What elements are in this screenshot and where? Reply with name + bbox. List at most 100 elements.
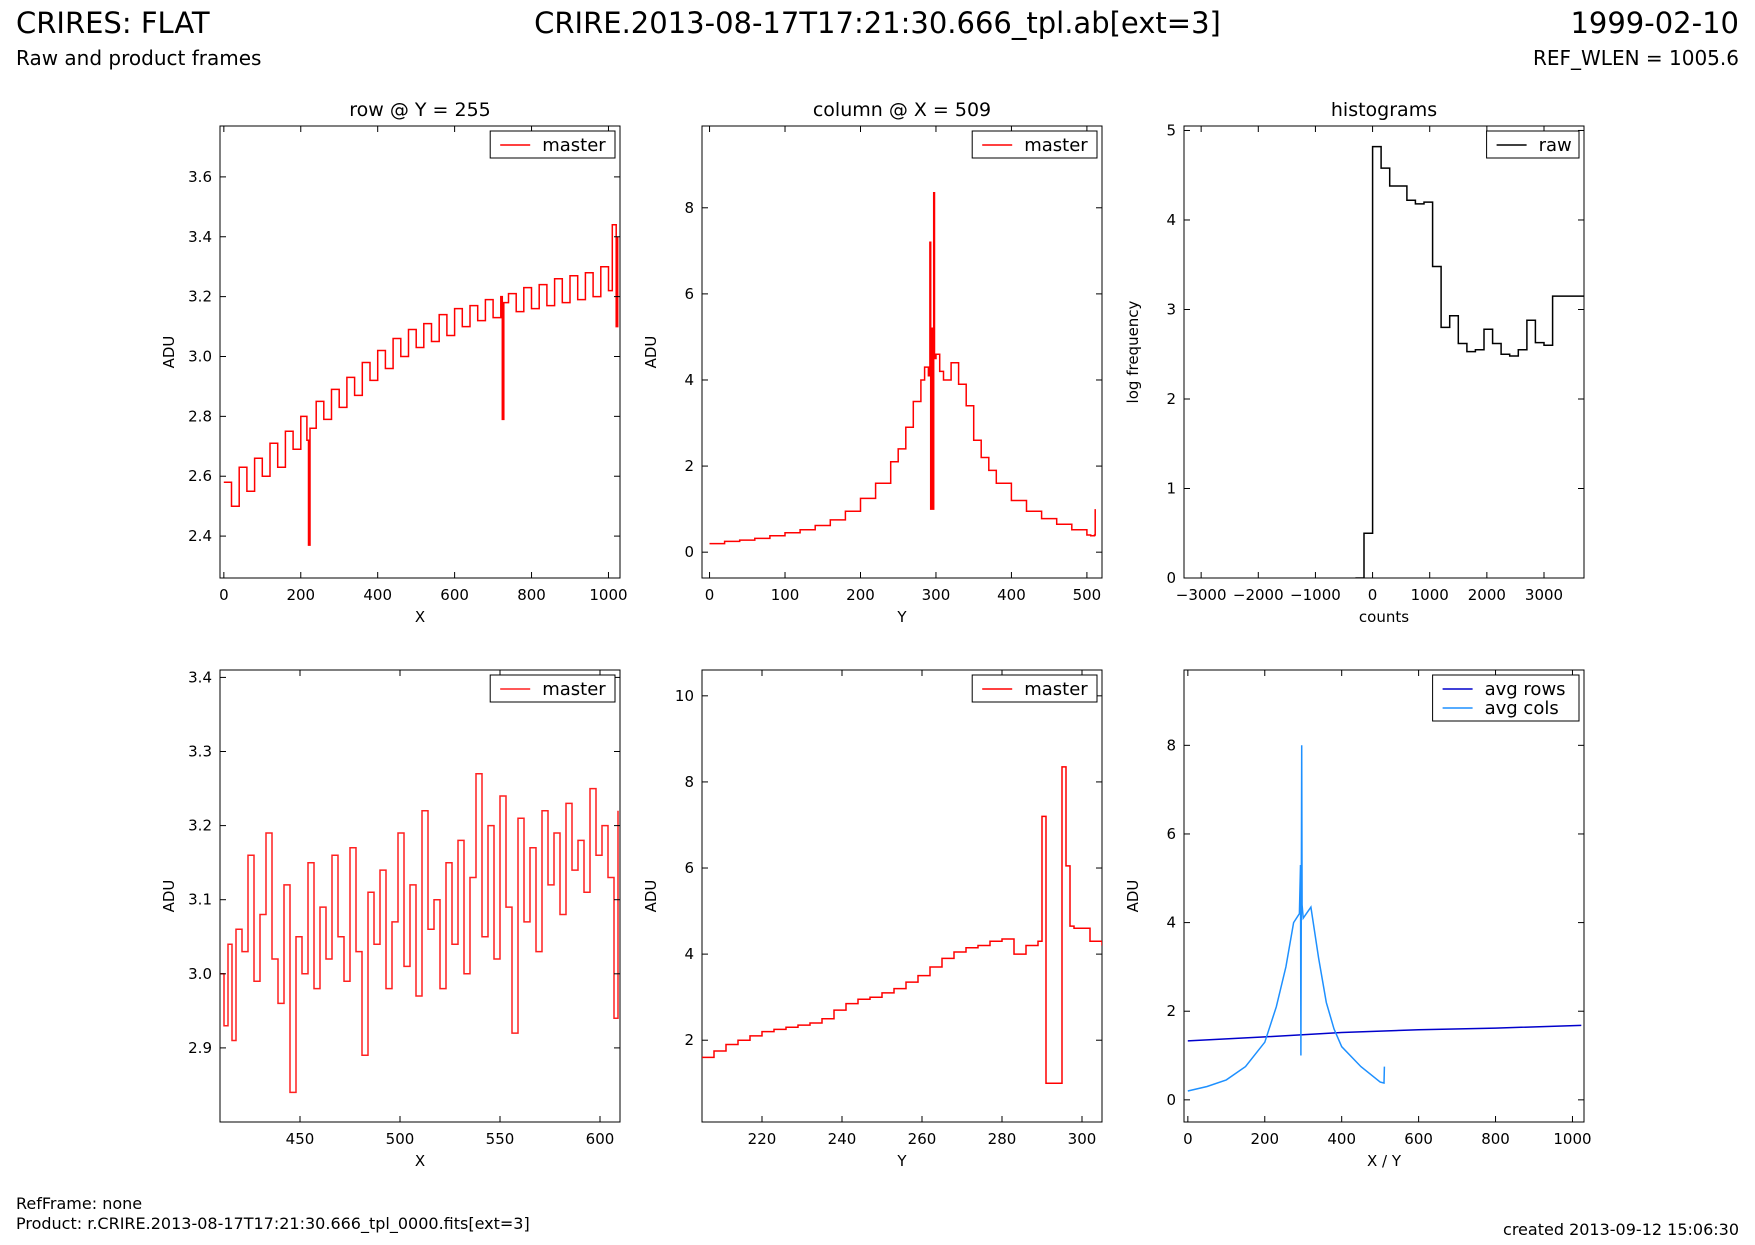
y-tick-label: 3 bbox=[1166, 300, 1176, 318]
x-axis-label: Y bbox=[896, 1152, 907, 1170]
y-tick-label: 1 bbox=[1166, 479, 1176, 497]
y-tick-label: 5 bbox=[1166, 121, 1176, 139]
series-line-master bbox=[702, 766, 1102, 1085]
y-tick-label: 3.3 bbox=[188, 743, 212, 761]
legend-entry: avg cols bbox=[1485, 698, 1559, 719]
legend-entry: master bbox=[542, 135, 606, 156]
y-tick-label: 4 bbox=[1166, 914, 1176, 932]
panel-column-zoom: 220 240 260 280 300 2 4 6 8 10 Y ADU master bbox=[642, 669, 1103, 1170]
y-tick-label: 2 bbox=[1166, 390, 1176, 408]
legend-entry: master bbox=[542, 679, 606, 700]
series-line-master bbox=[709, 191, 1096, 545]
y-tick-label: 3.4 bbox=[188, 228, 212, 246]
x-axis-label: Y bbox=[896, 608, 907, 626]
x-tick-label: 400 bbox=[363, 586, 392, 604]
x-tick-label: 220 bbox=[748, 1130, 777, 1148]
legend-entry: raw bbox=[1539, 135, 1572, 156]
series-line-master bbox=[223, 224, 619, 546]
y-tick-label: 3.2 bbox=[188, 817, 212, 835]
y-tick-label: 3.1 bbox=[188, 891, 212, 909]
y-tick-label: 2.9 bbox=[188, 1039, 212, 1057]
series-line-avg-rows bbox=[1187, 1024, 1582, 1042]
x-tick-label: 600 bbox=[440, 586, 469, 604]
x-axis-label: X / Y bbox=[1367, 1152, 1402, 1170]
legend-box bbox=[489, 130, 616, 159]
legend-entry: avg rows bbox=[1485, 679, 1566, 700]
x-tick-label: 200 bbox=[286, 586, 315, 604]
series-line-master bbox=[220, 772, 619, 1094]
legend-entry: master bbox=[1024, 135, 1088, 156]
y-axis-label: ADU bbox=[160, 336, 178, 369]
x-tick-label: 3000 bbox=[1525, 586, 1563, 604]
y-tick-label: 3.4 bbox=[188, 668, 212, 686]
x-tick-label: −1000 bbox=[1290, 586, 1341, 604]
y-tick-label: 0 bbox=[1166, 569, 1176, 587]
x-tick-label: 0 bbox=[1368, 586, 1378, 604]
panel-column: 0 100 200 300 400 500 0 2 4 6 8 Y ADU column @ X = 50… bbox=[642, 99, 1103, 626]
y-tick-label: 3.0 bbox=[188, 347, 212, 365]
x-tick-label: 0 bbox=[219, 586, 229, 604]
axes-frame bbox=[1183, 125, 1585, 579]
x-tick-label: 400 bbox=[997, 586, 1026, 604]
y-tick-label: 2 bbox=[684, 457, 694, 475]
x-tick-label: 240 bbox=[828, 1130, 857, 1148]
y-tick-label: 8 bbox=[684, 773, 694, 791]
panel-hist: −3000 −2000 −1000 0 1000 2000 3000 0 1 2 3 4 5 counts… bbox=[1124, 99, 1585, 626]
x-tick-label: −3000 bbox=[1176, 586, 1227, 604]
x-tick-label: 200 bbox=[1250, 1130, 1279, 1148]
y-tick-label: 2.8 bbox=[188, 407, 212, 425]
y-tick-label: 2.6 bbox=[188, 467, 212, 485]
y-tick-label: 3.0 bbox=[188, 965, 212, 983]
y-tick-label: 0 bbox=[1166, 1091, 1176, 1109]
y-tick-label: 2 bbox=[1166, 1002, 1176, 1020]
x-tick-label: 400 bbox=[1327, 1130, 1356, 1148]
panel-averages: 0 200 400 600 800 1000 0 2 4 6 8 X / Y ADU avg rowsav… bbox=[1124, 669, 1592, 1170]
y-axis-label: ADU bbox=[642, 336, 660, 369]
axes-frame bbox=[219, 125, 621, 579]
y-tick-label: 6 bbox=[1166, 825, 1176, 843]
x-tick-label: −2000 bbox=[1233, 586, 1284, 604]
x-tick-label: 100 bbox=[771, 586, 800, 604]
x-tick-label: 300 bbox=[1068, 1130, 1097, 1148]
chart-title: row @ Y = 255 bbox=[349, 99, 491, 121]
x-tick-label: 280 bbox=[988, 1130, 1017, 1148]
x-tick-label: 0 bbox=[1183, 1130, 1193, 1148]
y-tick-label: 6 bbox=[684, 285, 694, 303]
series-line-avg-cols bbox=[1187, 745, 1386, 1092]
created-timestamp: created 2013-09-12 15:06:30 bbox=[1503, 1220, 1739, 1239]
x-tick-label: 500 bbox=[386, 1130, 415, 1148]
product-label: Product: r.CRIRE.2013-08-17T17:21:30.666… bbox=[16, 1214, 530, 1233]
y-tick-label: 2.4 bbox=[188, 527, 212, 545]
page-subtitle: Raw and product frames bbox=[16, 46, 262, 70]
x-tick-label: 450 bbox=[286, 1130, 315, 1148]
x-tick-label: 300 bbox=[922, 586, 951, 604]
x-tick-label: 260 bbox=[908, 1130, 937, 1148]
y-axis-label: ADU bbox=[1124, 880, 1142, 913]
y-tick-label: 4 bbox=[684, 945, 694, 963]
x-tick-label: 500 bbox=[1073, 586, 1102, 604]
y-axis-label: ADU bbox=[642, 880, 660, 913]
chart-title: histograms bbox=[1331, 99, 1437, 121]
page-title: CRIRES: FLAT bbox=[16, 6, 210, 40]
x-tick-label: 550 bbox=[486, 1130, 515, 1148]
ref-frame-label: RefFrame: none bbox=[16, 1194, 143, 1213]
y-tick-label: 0 bbox=[684, 543, 694, 561]
ref-wavelength: REF_WLEN = 1005.6 bbox=[1532, 46, 1739, 70]
chart-title: column @ X = 509 bbox=[813, 99, 991, 121]
axes-frame bbox=[701, 669, 1103, 1123]
x-tick-label: 600 bbox=[1404, 1130, 1433, 1148]
axes-frame bbox=[701, 125, 1103, 579]
x-axis-label: counts bbox=[1359, 608, 1409, 626]
x-axis-label: X bbox=[415, 608, 425, 626]
y-tick-label: 2 bbox=[684, 1031, 694, 1049]
legend-entry: master bbox=[1024, 679, 1088, 700]
file-name: CRIRE.2013-08-17T17:21:30.666_tpl.ab[ext… bbox=[534, 6, 1221, 40]
x-tick-label: 800 bbox=[1481, 1130, 1510, 1148]
y-axis-label: log frequency bbox=[1124, 300, 1142, 403]
axes-frame bbox=[219, 669, 621, 1123]
y-tick-label: 4 bbox=[1166, 211, 1176, 229]
x-tick-label: 0 bbox=[705, 586, 715, 604]
y-tick-label: 8 bbox=[684, 199, 694, 217]
x-tick-label: 1000 bbox=[1553, 1130, 1591, 1148]
